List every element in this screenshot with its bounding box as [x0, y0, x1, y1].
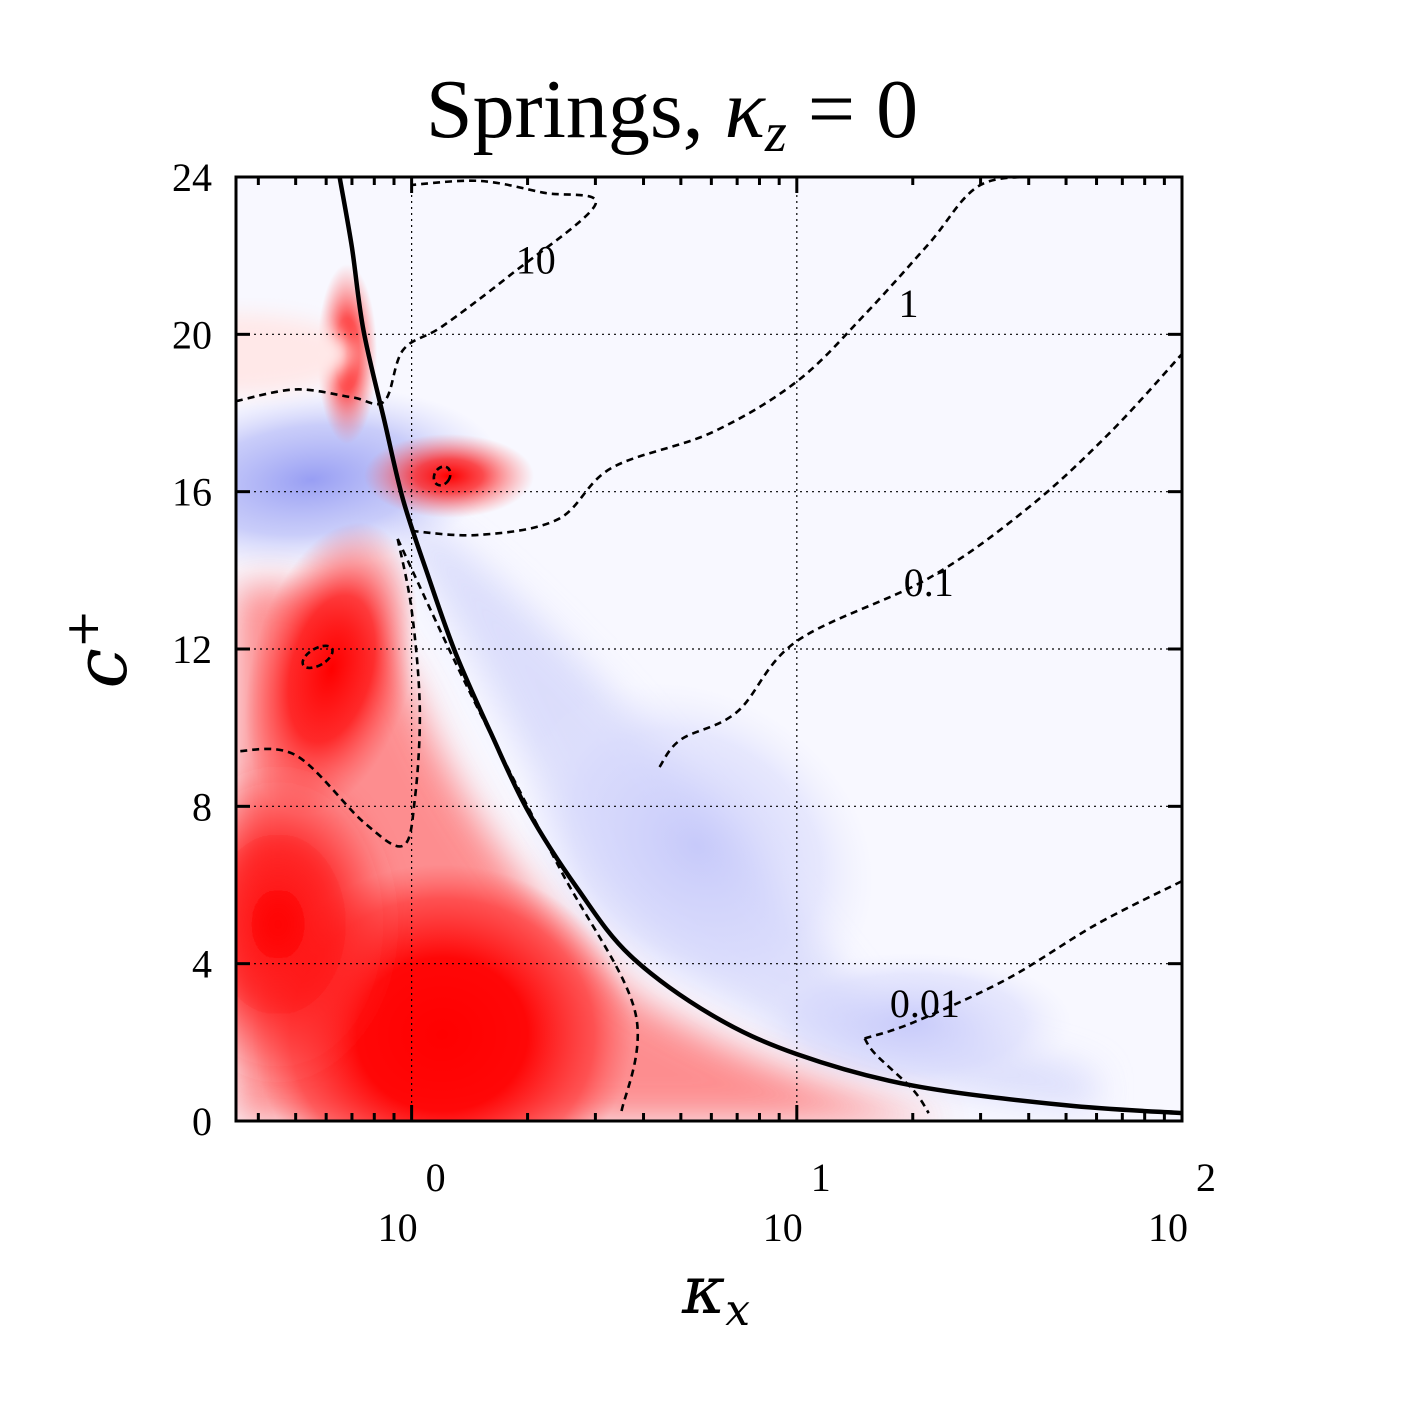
grid-lines [236, 177, 1182, 1121]
x-tick-label-base: 10 [1148, 1205, 1188, 1250]
chart-title-subscript: z [764, 102, 787, 164]
y-tick-label: 4 [192, 942, 212, 987]
contour-label: 10 [516, 238, 556, 283]
contour-label: 0.1 [904, 560, 954, 605]
contour-line-4 [658, 353, 1182, 768]
axis-ticks [236, 175, 1182, 1123]
solid-curve-line [337, 177, 1182, 1116]
y-tick-label: 12 [172, 627, 212, 672]
y-tick-label: 20 [172, 312, 212, 357]
contour-loop-0 [301, 644, 334, 670]
y-tick-label: 0 [192, 1099, 212, 1144]
chart-title-suffix: = 0 [787, 63, 918, 156]
y-axis-label-superscript: + [55, 610, 109, 649]
x-axis-label-subscript: x [725, 1285, 750, 1336]
chart-title: Springs, κz = 0 [426, 63, 918, 164]
y-tick-label: 16 [172, 470, 212, 515]
plot-area [236, 177, 1182, 1121]
contour-line-0 [236, 179, 598, 406]
x-tick-label-exponent: 2 [1196, 1155, 1216, 1200]
chart-title-variable: κ [725, 63, 767, 156]
heatmap-positive-left [236, 764, 399, 1085]
x-tick-label-base: 10 [378, 1205, 418, 1250]
contour-labels: 10 1 0.1 0.01 [516, 238, 960, 1026]
heatmap-faint-red [236, 314, 356, 394]
contour-line-5 [863, 1037, 930, 1114]
x-tick-label-base: 10 [763, 1205, 803, 1250]
contour-line-2 [236, 538, 422, 848]
contour-line-1 [411, 177, 1049, 537]
heatmap-negative-band [374, 491, 1097, 1110]
y-axis-label: c+ [55, 610, 143, 689]
x-tick-label-exponent: 0 [426, 1155, 446, 1200]
y-tick-label: 8 [192, 784, 212, 829]
y-tick-labels: 0 4 8 12 16 20 24 [172, 155, 212, 1144]
chart-title-prefix: Springs, [426, 63, 725, 156]
y-tick-label: 24 [172, 155, 212, 200]
x-axis-label-base: κ [681, 1252, 725, 1329]
contour-label: 1 [899, 281, 919, 326]
contour-label: 0.01 [890, 981, 960, 1026]
heatmap-negative-peak [236, 388, 501, 572]
x-tick-label-exponent: 1 [811, 1155, 831, 1200]
heatmap-positive-peak-mid [245, 522, 419, 816]
y-axis-label-base: c [59, 648, 143, 688]
x-axis-label: κx [681, 1252, 750, 1336]
solid-curve [337, 177, 1182, 1116]
contour-loop-1 [432, 465, 452, 487]
contour-line-6 [864, 879, 1182, 1040]
